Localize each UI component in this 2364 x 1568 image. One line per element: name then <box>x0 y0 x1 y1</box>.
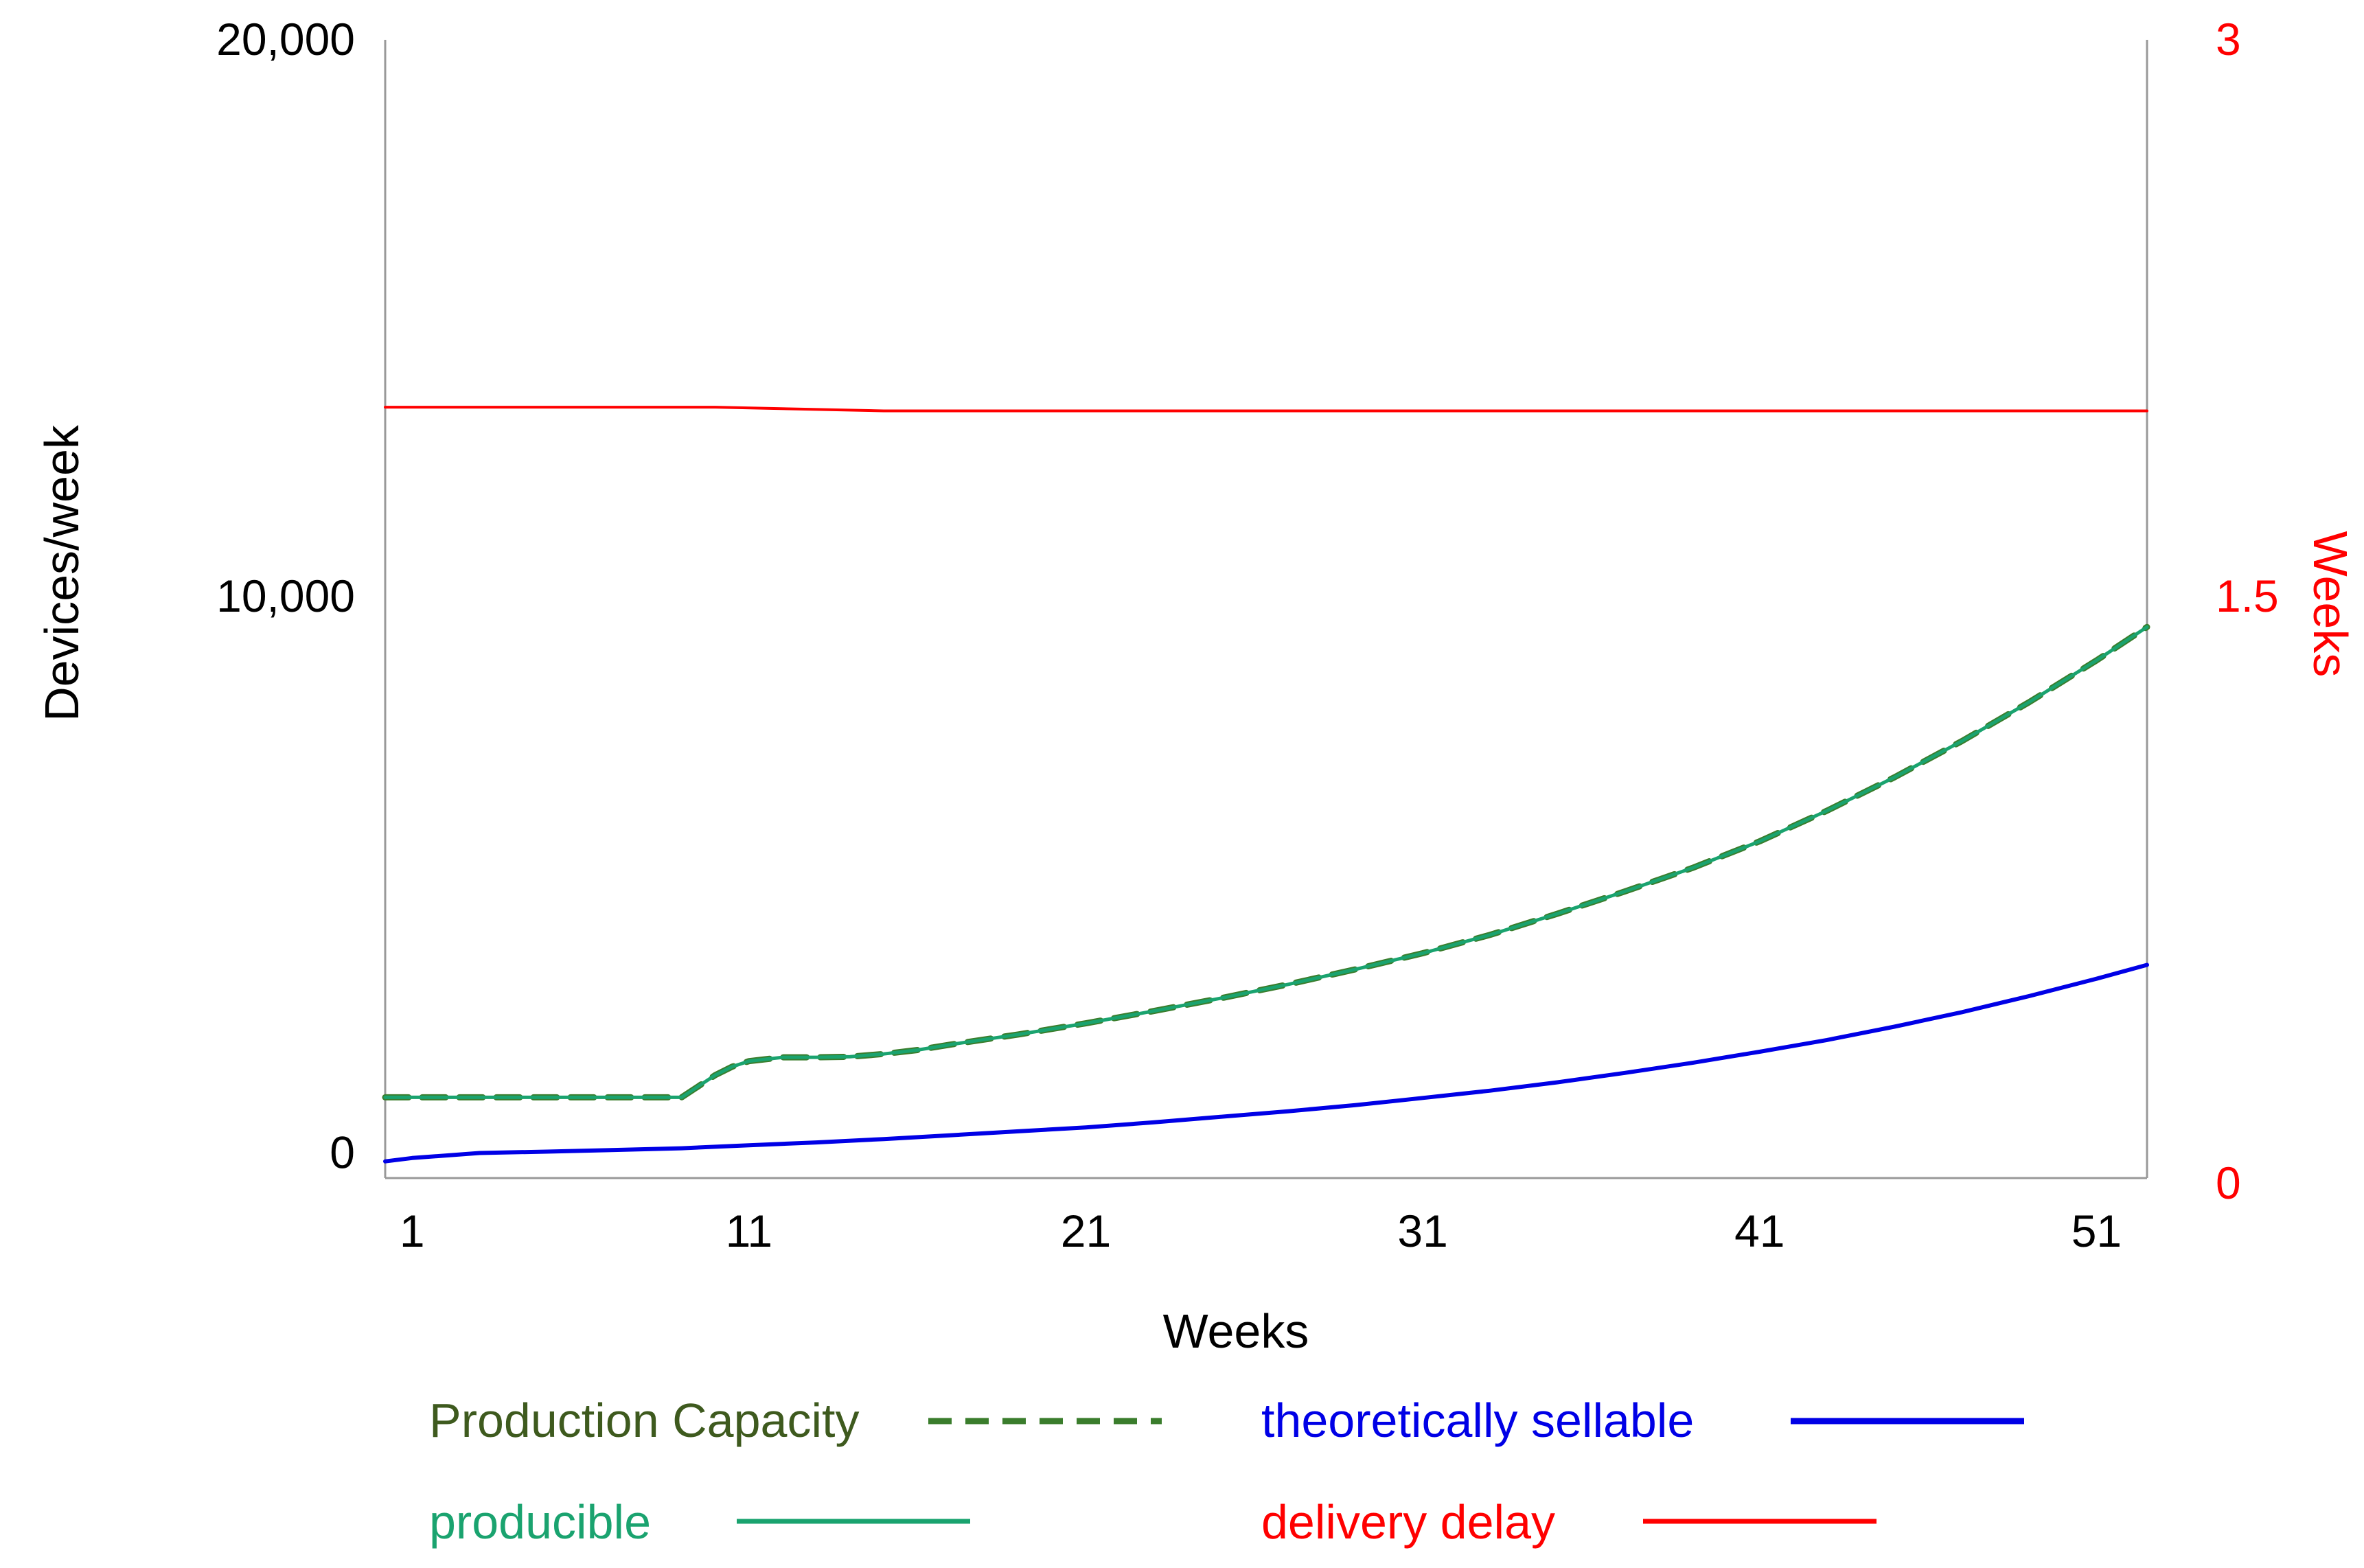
series-delivery-delay <box>384 406 2148 413</box>
x-tick-label: 11 <box>726 1206 773 1256</box>
y-tick-label: 10,000 <box>216 570 355 621</box>
x-axis-ticks: 1 11 21 31 41 51 <box>400 1206 2122 1256</box>
y-axis-title: Devices/week <box>35 424 89 722</box>
y-tick-label: 0 <box>330 1127 355 1178</box>
legend-label-theoretically-sellable: theoretically sellable <box>1261 1394 1694 1447</box>
x-tick-label: 41 <box>1734 1206 1785 1256</box>
legend: Production Capacity theoretically sellab… <box>429 1394 2024 1549</box>
legend-label-production-capacity: Production Capacity <box>429 1394 859 1447</box>
y2-tick-label: 0 <box>2216 1157 2241 1208</box>
x-tick-label: 21 <box>1061 1206 1111 1256</box>
series-layer <box>382 406 2150 1164</box>
series-producible <box>383 625 2149 1099</box>
x-tick-label: 1 <box>400 1206 425 1256</box>
legend-label-producible: producible <box>429 1495 651 1549</box>
x-tick-label: 31 <box>1397 1206 1447 1256</box>
y2-axis-ticks: 01.53 <box>2216 14 2279 1208</box>
y-axis-ticks: 0 10,000 20,000 <box>216 14 355 1178</box>
y2-axis-title: Weeks <box>2304 531 2357 678</box>
legend-label-delivery-delay: delivery delay <box>1261 1495 1555 1549</box>
y2-tick-label: 1.5 <box>2216 570 2279 621</box>
y-tick-label: 20,000 <box>216 14 355 65</box>
x-axis-title: Weeks <box>1163 1304 1309 1358</box>
y2-tick-label: 3 <box>2216 14 2241 65</box>
series-theoretically-sellable <box>383 962 2149 1164</box>
x-tick-label: 51 <box>2072 1206 2122 1256</box>
